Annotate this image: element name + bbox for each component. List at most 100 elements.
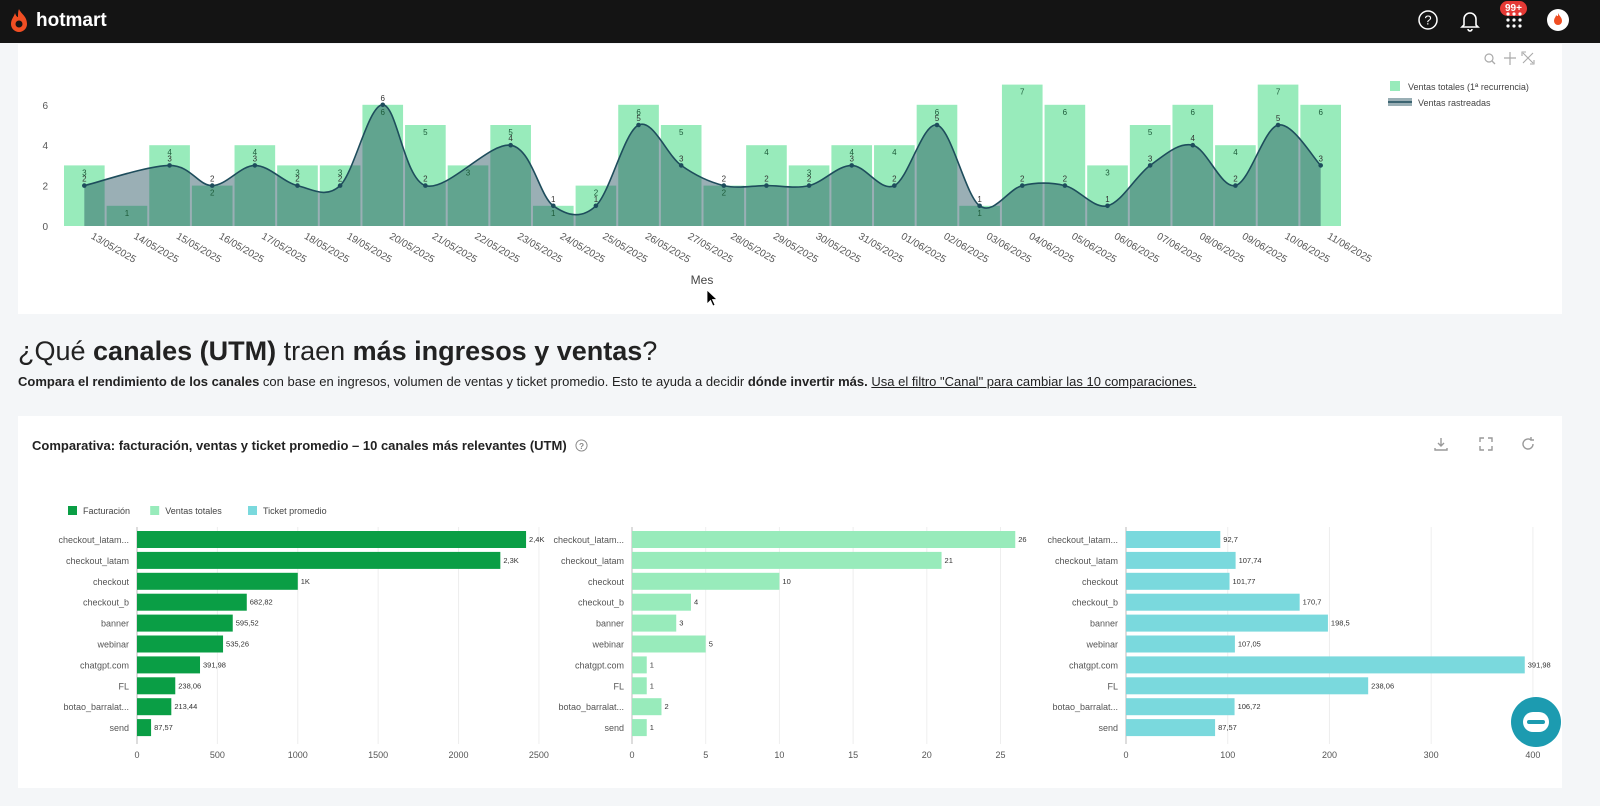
bar-data-label: 3 bbox=[82, 168, 87, 177]
help-icon[interactable]: ? bbox=[1416, 8, 1440, 32]
channel-comparison-charts: Facturación Ventas totales Ticket promedio… bbox=[58, 506, 1551, 760]
bar-data-label: 87,57 bbox=[154, 723, 173, 732]
user-avatar-icon[interactable] bbox=[1546, 8, 1570, 32]
line-data-label: 1 bbox=[977, 195, 982, 204]
bar-data-label: 1 bbox=[650, 723, 654, 732]
point-ventas-rastreadas bbox=[636, 122, 641, 128]
x-tick-label: 31/05/2025 bbox=[856, 231, 905, 266]
hotmart-logo[interactable]: hotmart bbox=[8, 8, 107, 34]
zoom-icon[interactable] bbox=[1484, 53, 1496, 65]
category-label: FL bbox=[118, 681, 129, 691]
bar-ventas-totales bbox=[632, 614, 677, 632]
x-tick-label: 13/05/2025 bbox=[89, 231, 138, 266]
bar-ticket-promedio bbox=[1126, 531, 1221, 548]
heading-part-4: ? bbox=[642, 336, 658, 366]
x-tick-label: 0 bbox=[134, 750, 139, 760]
reset-icon[interactable] bbox=[1521, 51, 1535, 65]
x-tick-label: 15/05/2025 bbox=[174, 231, 223, 266]
x-tick-label: 300 bbox=[1424, 750, 1439, 760]
line-data-label: 2 bbox=[1233, 175, 1238, 184]
line-data-label: 2 bbox=[82, 175, 87, 184]
bar-facturación bbox=[137, 614, 233, 632]
bell-icon[interactable] bbox=[1458, 8, 1482, 32]
bar-data-label: 3 bbox=[295, 168, 300, 177]
download-icon[interactable] bbox=[1433, 436, 1449, 452]
bar-data-label: 1 bbox=[551, 209, 556, 218]
pan-icon[interactable] bbox=[1504, 52, 1516, 65]
bar-data-label: 10 bbox=[782, 577, 790, 586]
info-help-icon[interactable]: ? bbox=[575, 439, 588, 452]
point-ventas-rastreadas bbox=[337, 183, 343, 188]
x-tick-label: 15 bbox=[848, 750, 858, 760]
bar-ventas-totales bbox=[191, 185, 233, 226]
bar-data-label: 1 bbox=[125, 209, 130, 218]
line-data-label: 2 bbox=[722, 175, 727, 184]
bar-data-label: 3 bbox=[807, 168, 812, 177]
point-ventas-rastreadas bbox=[1275, 122, 1281, 128]
point-ventas-rastreadas bbox=[764, 183, 769, 188]
point-ventas-rastreadas bbox=[977, 203, 982, 209]
bar-data-label: 92,7 bbox=[1223, 535, 1238, 544]
line-data-label: 5 bbox=[1276, 114, 1281, 123]
x-tick-label: 29/05/2025 bbox=[771, 231, 820, 266]
category-label: botao_barralat... bbox=[1052, 702, 1118, 712]
bar-ventas-totales bbox=[632, 656, 647, 674]
line-data-label: 3 bbox=[1148, 154, 1153, 163]
bar-data-label: 595,52 bbox=[236, 619, 259, 628]
comparison-title-text: Comparativa: facturación, ventas y ticke… bbox=[32, 438, 567, 453]
hotmart-flame-icon bbox=[11, 9, 27, 32]
line-data-label: 3 bbox=[849, 154, 854, 163]
bar-data-label: 1 bbox=[650, 660, 654, 669]
line-data-label: 5 bbox=[636, 114, 641, 123]
bar-ventas-totales bbox=[234, 145, 276, 226]
bar-data-label: 107,05 bbox=[1238, 640, 1261, 649]
point-ventas-rastreadas bbox=[593, 203, 599, 209]
x-tick-label: 20 bbox=[922, 750, 932, 760]
bar-ventas-totales bbox=[632, 572, 780, 590]
point-ventas-rastreadas bbox=[550, 203, 556, 209]
x-tick-label: 30/05/2025 bbox=[814, 231, 863, 266]
x-tick-label: 23/05/2025 bbox=[515, 231, 564, 266]
bar-ventas-totales bbox=[959, 205, 1000, 226]
svg-text:?: ? bbox=[579, 441, 584, 451]
category-label: FL bbox=[1107, 681, 1118, 691]
bar-facturación bbox=[137, 531, 527, 548]
line-data-label: 2 bbox=[423, 175, 428, 184]
category-label: chatgpt.com bbox=[80, 660, 129, 670]
x-tick-label: 400 bbox=[1525, 750, 1540, 760]
section-heading: ¿Qué canales (UTM) traen más ingresos y … bbox=[18, 336, 657, 367]
bar-facturación bbox=[137, 635, 224, 653]
apps-grid-icon[interactable] bbox=[1502, 8, 1526, 32]
legend-swatch bbox=[68, 506, 77, 515]
category-label: chatgpt.com bbox=[1069, 660, 1118, 670]
fullscreen-icon[interactable] bbox=[1478, 436, 1494, 452]
x-tick-label: 01/06/2025 bbox=[899, 231, 948, 266]
bar-ventas-totales bbox=[632, 593, 691, 611]
category-label: checkout_latam... bbox=[58, 535, 129, 545]
refresh-icon[interactable] bbox=[1520, 436, 1536, 452]
bar-ventas-totales bbox=[632, 531, 1016, 548]
bar-ventas-totales bbox=[632, 719, 647, 737]
point-ventas-rastreadas bbox=[1105, 203, 1110, 209]
y-tick-label: 2 bbox=[42, 182, 48, 193]
x-tick-label: 27/05/2025 bbox=[686, 231, 735, 266]
line-data-label: 3 bbox=[167, 154, 172, 163]
category-label: checkout_latam... bbox=[1047, 535, 1118, 545]
bar-ventas-totales bbox=[1001, 84, 1043, 226]
channel-filter-link[interactable]: Usa el filtro "Canal" para cambiar las 1… bbox=[871, 374, 1197, 389]
bar-data-label: 2 bbox=[210, 189, 215, 198]
bar-facturación bbox=[137, 677, 176, 695]
bar-ventas-totales bbox=[319, 165, 361, 226]
bar-ticket-promedio bbox=[1126, 698, 1235, 716]
point-ventas-rastreadas bbox=[252, 163, 258, 168]
chat-support-button[interactable] bbox=[1511, 697, 1561, 747]
y-tick-label: 6 bbox=[42, 101, 48, 112]
bar-facturación bbox=[137, 719, 152, 737]
x-tick-label: 25 bbox=[996, 750, 1006, 760]
bar-data-label: 7 bbox=[1020, 88, 1025, 97]
bar-data-label: 4 bbox=[892, 148, 897, 157]
x-tick-label: 1000 bbox=[288, 750, 308, 760]
notifications-badge[interactable]: 99+ bbox=[1500, 1, 1527, 16]
bar-ventas-totales bbox=[788, 165, 830, 226]
x-tick-label: 04/06/2025 bbox=[1027, 231, 1076, 266]
